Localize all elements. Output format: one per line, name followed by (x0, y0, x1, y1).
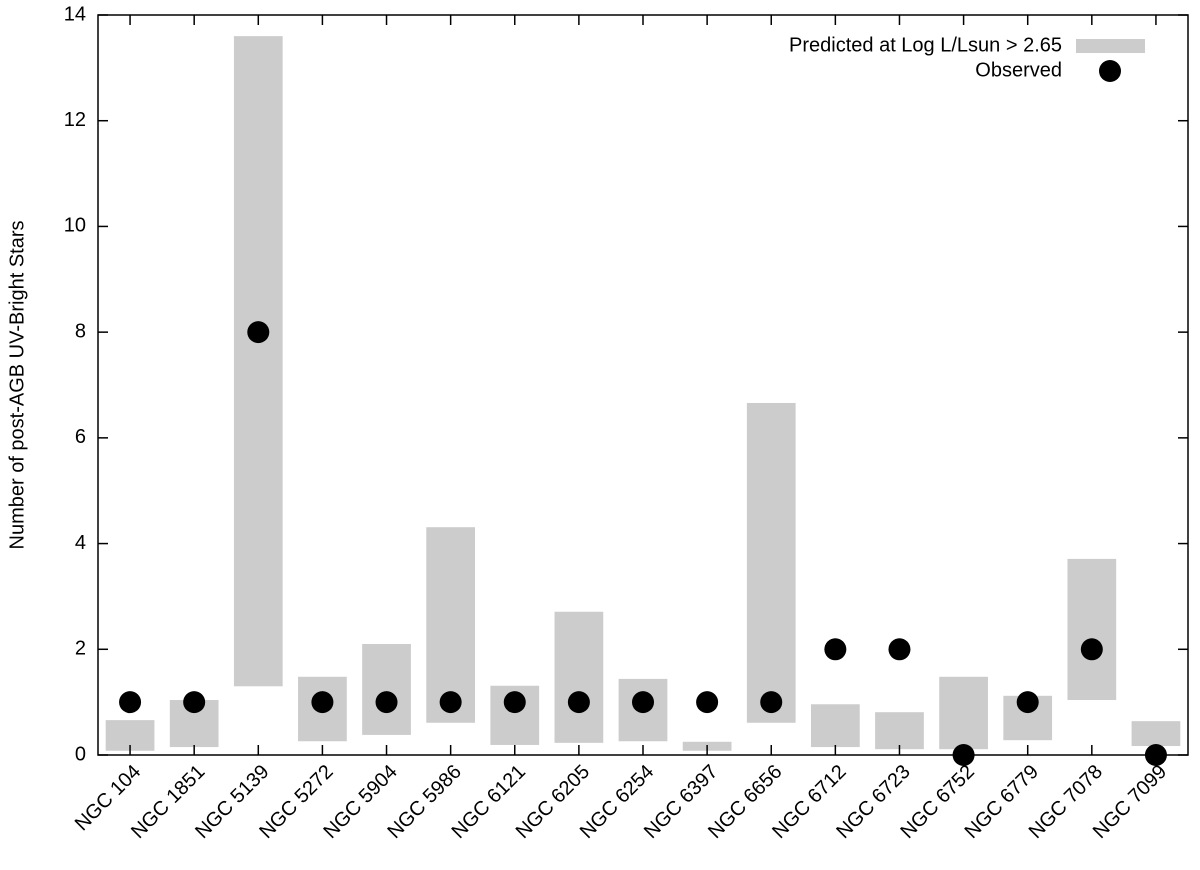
y-tick-label: 10 (64, 215, 86, 237)
observed-point (567, 691, 590, 714)
y-tick-label: 12 (64, 109, 86, 131)
y-tick-label: 0 (75, 743, 86, 765)
observed-point (696, 691, 719, 714)
observed-point (1080, 638, 1103, 661)
legend-swatch (1099, 60, 1121, 82)
observed-point (888, 638, 911, 661)
range-bar (1067, 558, 1117, 701)
observed-point (632, 691, 654, 714)
observed-point (1016, 691, 1039, 714)
range-bar (746, 402, 796, 723)
legend-swatch (1076, 39, 1145, 53)
range-bar (810, 704, 860, 748)
range-bar (875, 712, 924, 750)
observed-point (760, 691, 783, 714)
y-tick-label: 8 (75, 320, 86, 342)
observed-point (503, 691, 526, 714)
range-bar (939, 676, 988, 750)
range-bar (362, 644, 411, 735)
range-bar (554, 611, 604, 743)
observed-point (375, 691, 398, 714)
legend-label: Observed (975, 59, 1062, 81)
y-axis-label: Number of post-AGB UV-Bright Stars (6, 220, 28, 549)
y-tick-label: 2 (75, 638, 86, 660)
legend-label: Predicted at Log L/Lsun > 2.65 (789, 34, 1062, 56)
observed-point (119, 691, 142, 714)
range-bar (1131, 721, 1181, 747)
observed-point (824, 638, 847, 661)
observed-point (311, 691, 334, 714)
observed-point (439, 691, 462, 714)
range-bar (233, 36, 283, 687)
observed-point (247, 321, 270, 344)
y-tick-label: 6 (75, 426, 86, 448)
observed-point (183, 691, 206, 714)
y-tick-label: 14 (64, 3, 86, 25)
range-bar (426, 527, 476, 723)
y-tick-label: 4 (75, 532, 86, 554)
